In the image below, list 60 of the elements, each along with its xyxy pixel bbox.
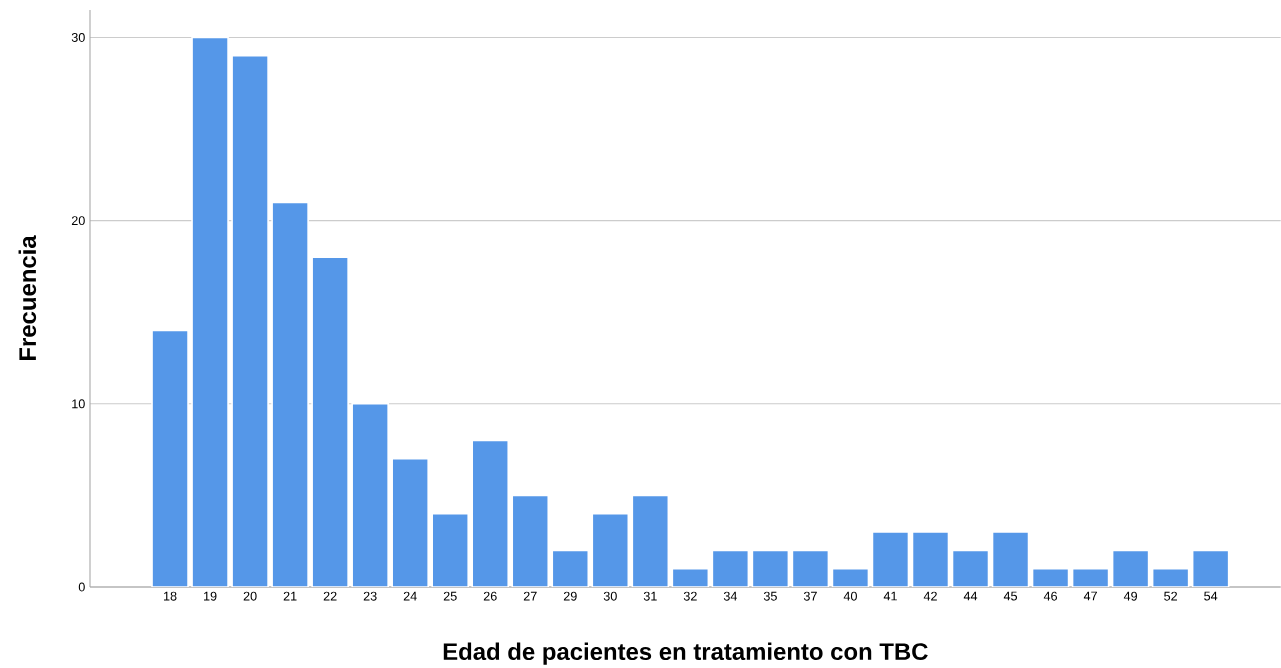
bar xyxy=(1151,567,1190,587)
x-tick-label: 44 xyxy=(963,591,978,601)
x-tick-label: 41 xyxy=(883,591,897,601)
y-tick-label: 10 xyxy=(72,399,85,409)
x-tick-label: 23 xyxy=(363,591,377,601)
bar xyxy=(151,329,189,587)
bar xyxy=(911,531,950,587)
bar xyxy=(471,439,510,587)
x-tick-label: 54 xyxy=(1204,591,1218,601)
bar xyxy=(391,457,429,587)
bar xyxy=(671,567,710,587)
x-axis-title: Edad de pacientes en tratamiento con TBC xyxy=(443,642,928,665)
bar xyxy=(871,531,910,587)
bar xyxy=(631,494,670,587)
bar xyxy=(551,549,590,587)
bar xyxy=(831,567,870,587)
x-tick-label: 30 xyxy=(603,591,617,601)
x-tick-label: 18 xyxy=(163,591,177,601)
x-tick-label: 34 xyxy=(723,591,738,601)
x-tick-label: 20 xyxy=(243,591,257,601)
bar xyxy=(351,403,389,587)
y-tick-label: 0 xyxy=(78,582,85,592)
bar xyxy=(791,549,830,587)
bar xyxy=(591,512,630,587)
bar xyxy=(1191,549,1230,587)
y-axis-title: Frecuencia xyxy=(18,235,37,361)
x-tick-label: 47 xyxy=(1083,591,1097,601)
bar xyxy=(751,549,790,587)
x-tick-label: 45 xyxy=(1003,591,1018,601)
bar xyxy=(1071,567,1110,587)
x-tick-label: 49 xyxy=(1123,591,1138,601)
bar xyxy=(991,531,1030,587)
bar xyxy=(231,54,269,587)
x-tick-label: 21 xyxy=(283,591,297,601)
bar xyxy=(711,549,750,587)
y-tick-label: 20 xyxy=(71,216,85,226)
bar xyxy=(511,494,550,587)
bar xyxy=(431,512,470,587)
bar xyxy=(311,256,349,587)
x-tick-label: 32 xyxy=(683,591,697,601)
x-tick-label: 40 xyxy=(843,591,857,601)
x-tick-label: 24 xyxy=(403,591,417,601)
x-tick-label: 31 xyxy=(643,591,657,601)
bar xyxy=(271,201,309,587)
bar xyxy=(1031,567,1070,587)
x-tick-label: 29 xyxy=(563,591,577,601)
x-tick-label: 22 xyxy=(323,591,337,601)
x-tick-label: 52 xyxy=(1164,591,1178,601)
x-tick-label: 42 xyxy=(923,591,937,601)
bar xyxy=(191,36,229,587)
x-tick-label: 27 xyxy=(523,591,537,601)
bar xyxy=(951,549,990,587)
x-tick-label: 19 xyxy=(204,591,217,601)
x-tick-label: 37 xyxy=(803,591,817,601)
x-tick-label: 26 xyxy=(483,591,497,601)
x-tick-label: 25 xyxy=(443,591,457,601)
y-tick-label: 30 xyxy=(71,33,85,42)
x-tick-label: 46 xyxy=(1043,591,1058,601)
bar xyxy=(1111,549,1150,587)
x-tick-label: 35 xyxy=(763,591,777,601)
